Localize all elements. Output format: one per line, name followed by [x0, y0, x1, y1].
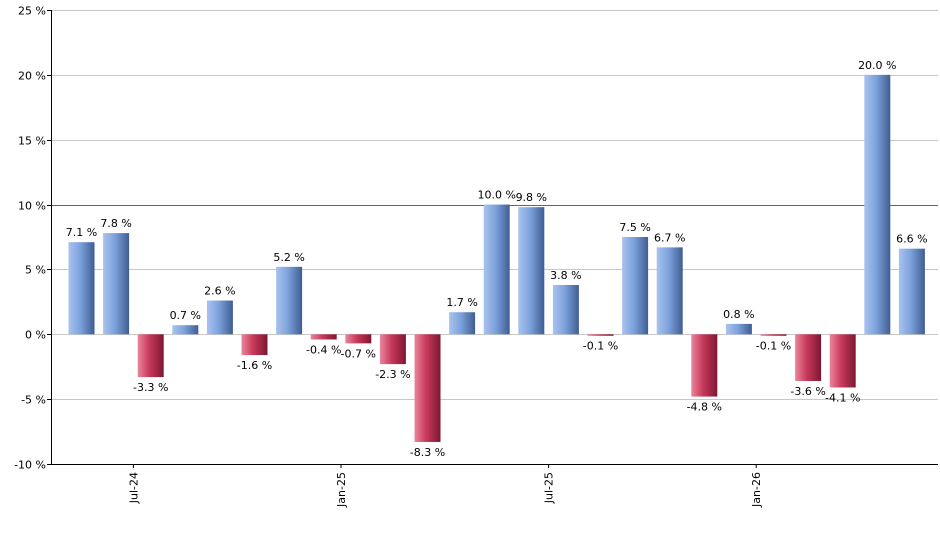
data-label: 7.1 % — [66, 226, 97, 239]
data-label: 7.8 % — [100, 217, 131, 230]
bar — [552, 284, 579, 335]
bar — [241, 334, 268, 356]
bar — [172, 325, 199, 335]
y-tick-label: 0 % — [25, 329, 46, 342]
data-label: -0.7 % — [341, 347, 376, 360]
bar — [379, 334, 406, 365]
x-tick-label: Jan-25 — [335, 472, 348, 508]
data-label: -4.8 % — [687, 401, 722, 414]
bar — [276, 266, 303, 335]
bar — [691, 334, 718, 397]
x-tick-label: Jul-24 — [127, 472, 140, 504]
bar — [137, 334, 164, 378]
bars — [68, 74, 925, 442]
data-label: -4.1 % — [825, 391, 860, 404]
y-tick-label: 10 % — [18, 200, 46, 213]
bar — [725, 323, 752, 335]
bar — [310, 334, 337, 340]
data-label: 2.6 % — [204, 285, 235, 298]
bar — [68, 242, 95, 335]
data-label: 6.7 % — [654, 231, 685, 244]
data-label: 1.7 % — [446, 296, 477, 309]
x-axis-tick-labels: Jul-24 Jan-25 Jul-25 Jan-26 — [127, 472, 763, 508]
bar — [206, 300, 233, 335]
bar — [103, 233, 130, 335]
data-label: 9.8 % — [516, 191, 547, 204]
bar — [898, 248, 925, 335]
y-tick-label: 15 % — [18, 135, 46, 148]
x-tick-label: Jan-26 — [750, 472, 763, 508]
data-label: 3.8 % — [550, 269, 581, 282]
data-label: -0.4 % — [306, 343, 341, 356]
data-label: 6.6 % — [896, 233, 927, 246]
data-label: 5.2 % — [273, 251, 304, 264]
data-label: -3.3 % — [133, 381, 168, 394]
data-label: -0.1 % — [583, 340, 618, 353]
y-tick-label: 20 % — [18, 70, 46, 83]
bar — [656, 247, 683, 335]
data-label: -1.6 % — [237, 359, 272, 372]
data-label: -3.6 % — [790, 385, 825, 398]
bar — [864, 74, 891, 335]
bar — [483, 204, 510, 335]
data-label: -8.3 % — [410, 446, 445, 459]
data-labels: 7.1 %7.8 % -3.3 % 0.7 %2.6 % -1.6 % 5.2 % -0.… — [66, 59, 928, 459]
bar — [760, 334, 787, 336]
data-label: -0.1 % — [756, 340, 791, 353]
y-tick-label: -10 % — [14, 459, 46, 472]
data-label: 0.7 % — [170, 309, 201, 322]
y-tick-label: 25 % — [18, 5, 46, 18]
x-tick-label: Jul-25 — [543, 472, 556, 504]
data-label: -2.3 % — [375, 368, 410, 381]
bar — [345, 334, 372, 344]
data-label: 7.5 % — [619, 221, 650, 234]
bar — [622, 237, 649, 335]
y-tick-label: 5 % — [25, 264, 46, 277]
data-label: 10.0 % — [477, 189, 515, 202]
bar — [795, 334, 822, 381]
bar — [414, 334, 441, 442]
bar — [587, 334, 614, 336]
bar — [518, 207, 545, 335]
bar — [449, 312, 476, 335]
y-tick-label: -5 % — [21, 394, 46, 407]
axes — [47, 10, 938, 468]
bar — [829, 334, 856, 388]
data-label: 20.0 % — [858, 59, 896, 72]
data-label: 0.8 % — [723, 308, 754, 321]
y-axis-tick-labels: 25 % 20 % 15 % 10 % 5 % 0 % -5 % -10 % — [14, 5, 46, 472]
